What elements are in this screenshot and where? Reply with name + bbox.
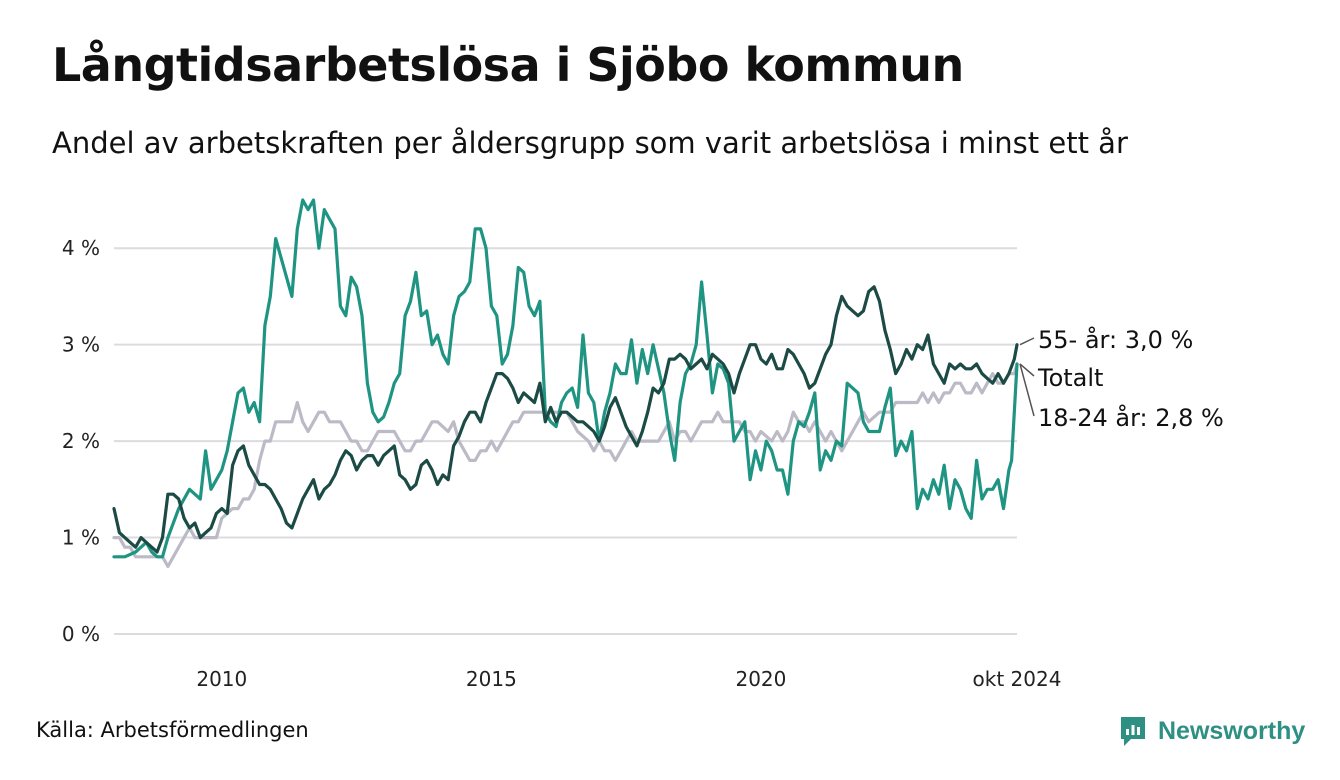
- leader-line: [1019, 363, 1035, 377]
- leader-line: [1019, 363, 1035, 417]
- newsworthy-brand[interactable]: Newsworthy: [1118, 714, 1305, 748]
- x-tick-label: 2015: [466, 667, 517, 691]
- series-line-2: [112, 285, 1019, 554]
- y-tick-label: 4 %: [62, 236, 100, 260]
- x-tick-label: 2010: [196, 667, 247, 691]
- source-note: Källa: Arbetsförmedlingen: [36, 718, 309, 742]
- series-end-label: 55- år: 3,0 %: [1038, 325, 1193, 354]
- chart-title: Långtidsarbetslösa i Sjöbo kommun: [52, 38, 964, 92]
- leader-line: [1019, 337, 1035, 346]
- y-tick-label: 1 %: [62, 526, 100, 550]
- end-labels: 55- år: 3,0 % Totalt 18-24 år: 2,8 %: [1019, 325, 1224, 432]
- brand-name: Newsworthy: [1158, 716, 1306, 745]
- chart-subtitle: Andel av arbetskraften per åldersgrupp s…: [52, 126, 1128, 160]
- series-end-label: Totalt: [1037, 364, 1103, 392]
- series-lines: [112, 198, 1019, 569]
- series-line-0: [112, 362, 1019, 569]
- x-tick-label: okt 2024: [973, 667, 1062, 691]
- y-tick-label: 2 %: [62, 429, 100, 453]
- newsworthy-logo-icon: [1121, 717, 1145, 746]
- x-axis-tick-labels: 2010 2015 2020 okt 2024: [196, 667, 1061, 691]
- y-tick-label: 0 %: [62, 622, 100, 646]
- x-tick-label: 2020: [735, 667, 786, 691]
- y-tick-label: 3 %: [62, 333, 100, 357]
- series-end-label: 18-24 år: 2,8 %: [1038, 403, 1224, 432]
- y-axis-tick-labels: 0 % 1 % 2 % 3 % 4 %: [62, 236, 100, 646]
- series-line-1: [112, 198, 1019, 559]
